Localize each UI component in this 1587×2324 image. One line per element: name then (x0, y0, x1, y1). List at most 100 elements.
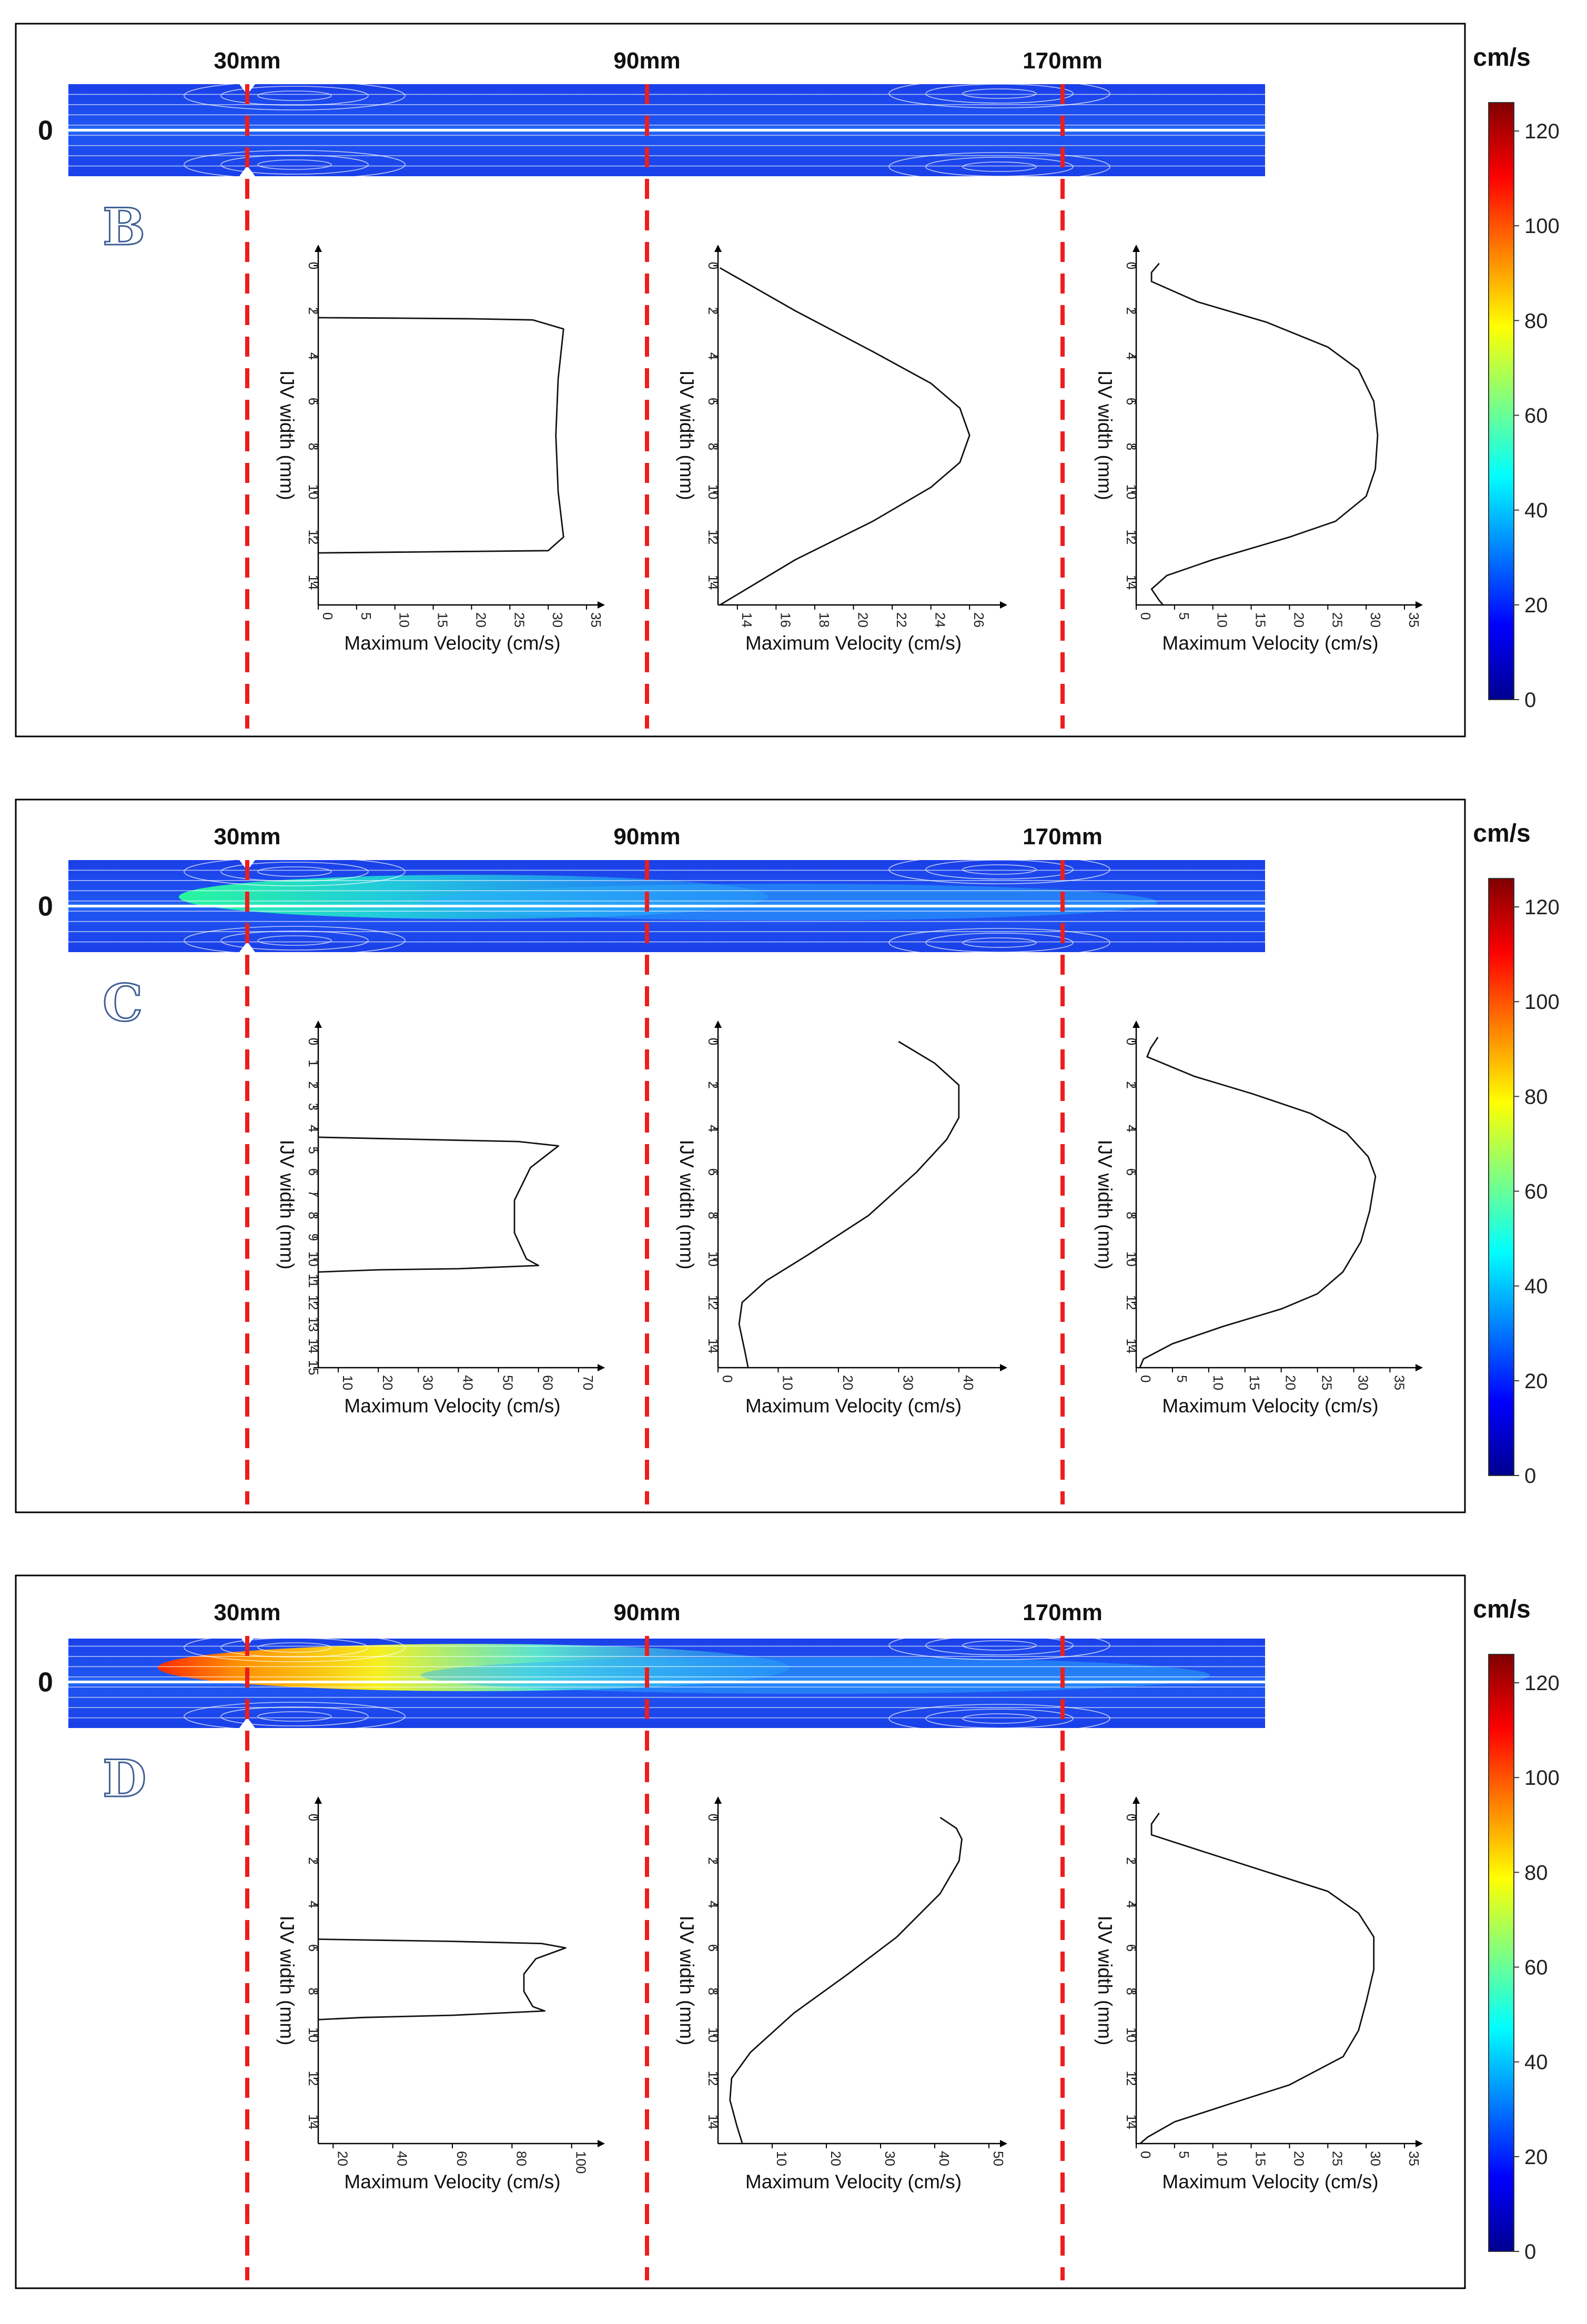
y-axis-title: IJV width (mm) (676, 1916, 698, 2046)
y-tick-label: 0 (705, 1038, 721, 1045)
colorbar: cm/s 0 20 40 60 80 100 120 (1473, 44, 1559, 712)
eddy (925, 860, 1074, 880)
y-tick-label: 12 (1124, 530, 1139, 545)
x-tick-label: 25 (1329, 2151, 1345, 2166)
eddy (888, 860, 1110, 884)
y-tick-label: 8 (306, 1987, 321, 1995)
y-tick-label: 4 (1124, 1901, 1139, 1908)
eddy (962, 864, 1037, 875)
y-tick-label: 2 (705, 307, 721, 315)
y-tick-label: 14 (306, 575, 321, 590)
colorbar-tick-label: 60 (1524, 405, 1548, 428)
y-tick-label: 8 (1124, 443, 1139, 450)
x-tick-label: 10 (1210, 1375, 1226, 1390)
eddy (888, 1639, 1110, 1660)
eddy (220, 931, 369, 951)
colorbar-unit: cm/s (1473, 44, 1530, 72)
eddy (184, 860, 406, 886)
y-tick-label: 12 (1124, 2071, 1139, 2086)
x-tick-label: 50 (990, 2151, 1006, 2166)
velocity-jet-tail (421, 1657, 1210, 1694)
x-tick-label: 0 (1138, 1375, 1154, 1382)
x-tick-label: 10 (774, 2151, 790, 2166)
x-tick-label: 24 (933, 612, 948, 628)
recirculation-eddies (184, 860, 1110, 952)
velocity-profile-line (729, 1816, 963, 2144)
x-tick-label: 10 (1215, 612, 1230, 628)
y-tick-label: 0 (306, 262, 321, 269)
y-tick-label: 6 (705, 1944, 721, 1952)
eddy (220, 155, 369, 175)
profile-plot-90mm: 10 20 30 40 50 0 2 4 6 8 10 12 14 Maximum Velocity (c… (676, 1796, 1007, 2192)
x-tick-label: 60 (454, 2151, 470, 2166)
y-tick-label: 2 (306, 1081, 321, 1088)
y-tick-label: 6 (705, 1168, 721, 1176)
colorbar: cm/s 0 20 40 60 80 100 120 (1473, 1595, 1559, 2264)
eddy (220, 862, 369, 882)
y-tick-label: 8 (1124, 1987, 1139, 1995)
x-tick-label: 30 (420, 1375, 436, 1390)
velocity-profile-line (318, 1136, 560, 1273)
x-axis-arrow (1000, 1364, 1007, 1371)
y-axis-title: IJV width (mm) (1094, 370, 1116, 500)
position-label: 90mm (613, 824, 680, 850)
x-tick-label: 25 (1319, 1375, 1335, 1390)
x-tick-label: 0 (720, 1375, 735, 1382)
y-tick-label: 2 (705, 1857, 721, 1864)
eddy (184, 150, 406, 176)
y-tick-label: 6 (1124, 398, 1139, 405)
eddy (220, 86, 369, 106)
position-label: 90mm (613, 1600, 680, 1625)
colorbar-tick-label: 80 (1524, 1861, 1548, 1884)
x-axis-title: Maximum Velocity (cm/s) (745, 1395, 962, 1417)
velocity-profile-line (318, 317, 564, 554)
x-tick-label: 20 (1291, 612, 1307, 628)
eddy (888, 152, 1110, 176)
colorbar-tick-label: 60 (1524, 1956, 1548, 1979)
colorbar-tick-label: 20 (1524, 594, 1548, 617)
position-label: 170mm (1023, 824, 1103, 850)
y-axis-arrow (714, 1020, 722, 1028)
y-tick-label: 9 (306, 1234, 321, 1241)
x-tick-label: 10 (397, 612, 412, 628)
velocity-jet (158, 1644, 789, 1691)
colorbar-unit: cm/s (1473, 1595, 1530, 1623)
colorbar-tick-label: 20 (1524, 2146, 1548, 2169)
position-label: 30mm (214, 1600, 280, 1625)
y-tick-label: 2 (1124, 307, 1139, 315)
y-tick-label: 14 (705, 575, 721, 590)
y-tick-label: 12 (705, 1295, 721, 1310)
velocity-profile-line (318, 1938, 567, 2020)
y-tick-label: 0 (705, 262, 721, 269)
y-tick-label: 14 (705, 2114, 721, 2129)
x-tick-label: 18 (816, 612, 832, 628)
x-tick-label: 26 (971, 612, 987, 628)
eddy (888, 84, 1110, 108)
eddy (888, 928, 1110, 952)
y-axis-title: IJV width (mm) (676, 370, 698, 500)
x-tick-label: 20 (380, 1375, 396, 1390)
x-tick-label: 20 (335, 2151, 350, 2166)
position-label: 30mm (214, 48, 280, 74)
y-axis-arrow (315, 1020, 322, 1028)
eddy (257, 1711, 332, 1722)
velocity-profile-line (738, 1040, 960, 1368)
y-tick-label: 0 (306, 1814, 321, 1821)
y-tick-label: 15 (306, 1360, 321, 1376)
x-axis-title: Maximum Velocity (cm/s) (344, 632, 560, 654)
x-tick-label: 20 (1283, 1375, 1299, 1390)
y-tick-label: 0 (1124, 1814, 1139, 1821)
y-tick-label: 14 (306, 2114, 321, 2129)
y-tick-label: 6 (306, 398, 321, 405)
eddy (184, 84, 406, 110)
x-tick-label: 30 (882, 2151, 898, 2166)
y-tick-label: 14 (705, 1338, 721, 1353)
y-tick-label: 12 (705, 2071, 721, 2086)
y-tick-label: 12 (705, 530, 721, 545)
x-tick-label: 50 (500, 1375, 516, 1390)
y-tick-label: 2 (306, 1857, 321, 1864)
y-axis-arrow (1133, 1020, 1140, 1028)
x-tick-label: 0 (1138, 612, 1154, 620)
y-tick-label: 6 (306, 1168, 321, 1176)
panel-letter: D (103, 1749, 146, 1808)
